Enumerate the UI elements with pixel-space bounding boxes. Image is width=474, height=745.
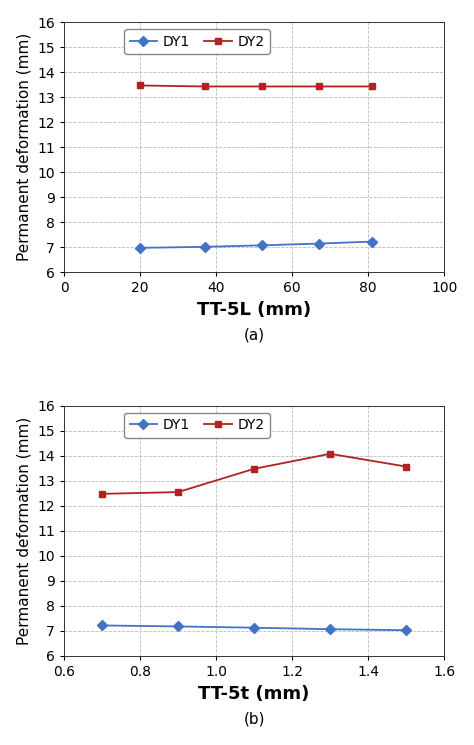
Text: (b): (b): [243, 711, 265, 726]
Y-axis label: Permanent deformation (mm): Permanent deformation (mm): [17, 416, 32, 645]
Legend: DY1, DY2: DY1, DY2: [124, 413, 270, 438]
DY2: [175, 488, 181, 497]
DY1: [369, 237, 375, 246]
DY2: [99, 489, 105, 498]
Text: (a): (a): [244, 327, 264, 343]
DY1: [137, 244, 143, 253]
DY2: [369, 82, 375, 91]
X-axis label: TT-5L (mm): TT-5L (mm): [197, 301, 311, 319]
DY2: [259, 82, 264, 91]
DY1: [202, 242, 208, 251]
Line: DY1: DY1: [137, 238, 375, 251]
X-axis label: TT-5t (mm): TT-5t (mm): [199, 685, 310, 703]
Line: DY2: DY2: [99, 450, 410, 498]
DY1: [316, 239, 321, 248]
Legend: DY1, DY2: DY1, DY2: [124, 29, 270, 54]
DY1: [259, 241, 264, 250]
DY2: [202, 82, 208, 91]
DY2: [251, 464, 257, 473]
DY1: [251, 624, 257, 633]
DY2: [316, 82, 321, 91]
Line: DY1: DY1: [99, 622, 410, 634]
DY1: [99, 621, 105, 630]
DY2: [137, 81, 143, 90]
DY1: [175, 622, 181, 631]
DY1: [403, 626, 409, 635]
DY1: [327, 625, 333, 634]
DY2: [327, 449, 333, 458]
DY2: [403, 462, 409, 471]
Line: DY2: DY2: [137, 82, 375, 90]
Y-axis label: Permanent deformation (mm): Permanent deformation (mm): [17, 33, 32, 261]
